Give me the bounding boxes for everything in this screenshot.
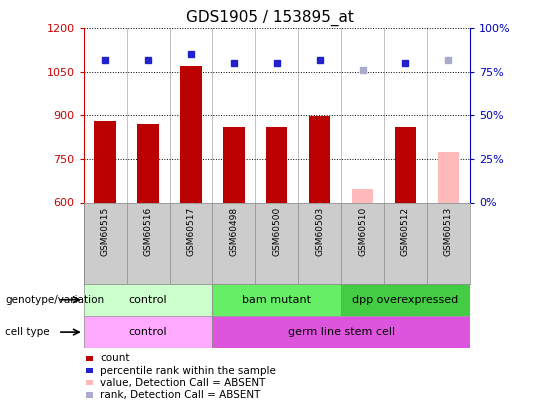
Text: GSM60498: GSM60498: [230, 207, 238, 256]
Text: percentile rank within the sample: percentile rank within the sample: [100, 366, 276, 375]
Bar: [180, 66, 201, 202]
Text: GSM60510: GSM60510: [358, 207, 367, 256]
Text: GSM60513: GSM60513: [444, 207, 453, 256]
Text: GDS1905 / 153895_at: GDS1905 / 153895_at: [186, 10, 354, 26]
Text: rank, Detection Call = ABSENT: rank, Detection Call = ABSENT: [100, 390, 260, 400]
Text: GSM60512: GSM60512: [401, 207, 410, 256]
Bar: [309, 116, 330, 202]
Text: GSM60500: GSM60500: [272, 207, 281, 256]
Bar: [437, 152, 459, 202]
Bar: [223, 127, 245, 202]
Bar: [395, 127, 416, 202]
Bar: [137, 124, 159, 202]
Bar: [212, 284, 341, 316]
Bar: [352, 189, 373, 202]
Text: count: count: [100, 354, 130, 363]
Bar: [341, 284, 470, 316]
Bar: [212, 316, 470, 348]
Text: germ line stem cell: germ line stem cell: [287, 327, 395, 337]
Text: dpp overexpressed: dpp overexpressed: [352, 295, 458, 305]
Bar: [94, 121, 116, 202]
Text: GSM60516: GSM60516: [144, 207, 153, 256]
Text: genotype/variation: genotype/variation: [5, 295, 105, 305]
Text: control: control: [129, 327, 167, 337]
Text: control: control: [129, 295, 167, 305]
Bar: [84, 284, 212, 316]
Text: value, Detection Call = ABSENT: value, Detection Call = ABSENT: [100, 378, 265, 388]
Text: cell type: cell type: [5, 327, 50, 337]
Text: GSM60517: GSM60517: [186, 207, 195, 256]
Text: GSM60515: GSM60515: [100, 207, 110, 256]
Bar: [266, 127, 287, 202]
Bar: [84, 316, 212, 348]
Text: bam mutant: bam mutant: [242, 295, 311, 305]
Text: GSM60503: GSM60503: [315, 207, 324, 256]
